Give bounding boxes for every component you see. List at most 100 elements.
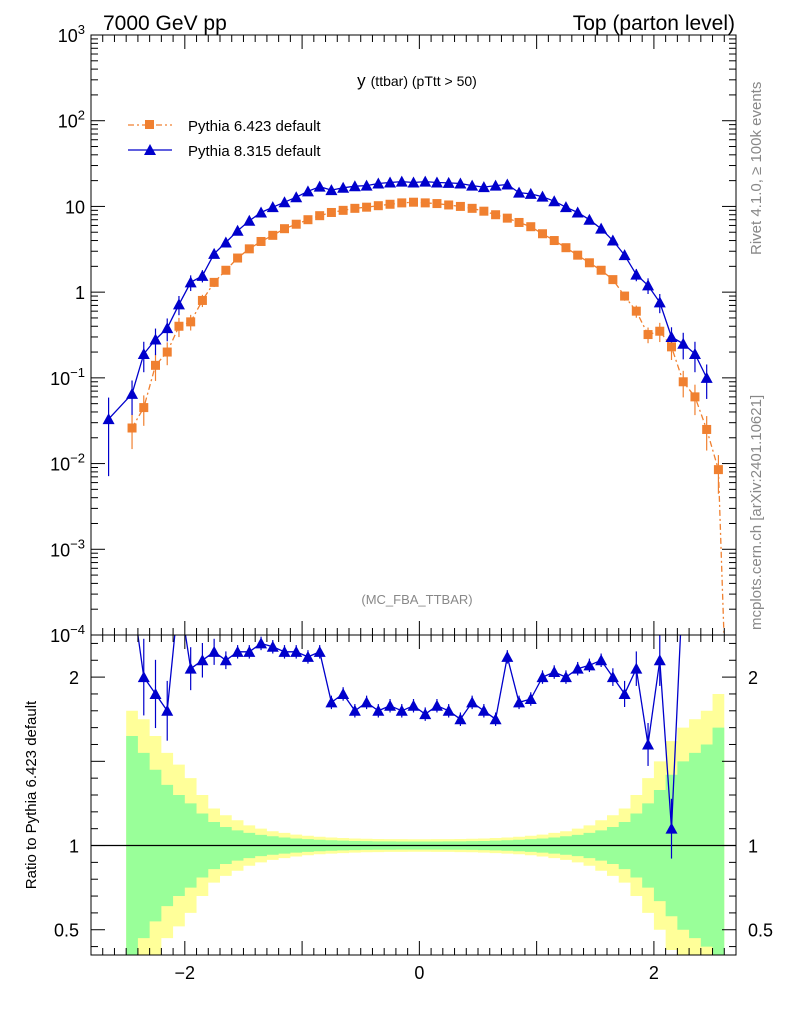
ratio-point bbox=[665, 822, 678, 834]
ratio-point bbox=[348, 704, 361, 716]
ratio-point bbox=[407, 699, 420, 711]
point-pythia6 bbox=[491, 210, 501, 220]
main-axis-ticks: 10−4 10−3 10−2 10−1 1 10 102 103 bbox=[50, 22, 737, 646]
point-pythia6 bbox=[385, 199, 395, 209]
point-pythia8 bbox=[618, 249, 631, 261]
ratio-xtick-label: 0 bbox=[414, 963, 424, 983]
point-pythia6 bbox=[209, 277, 219, 287]
ratio-point bbox=[548, 666, 561, 678]
ytick-label: 10−1 bbox=[50, 365, 85, 389]
point-pythia6 bbox=[268, 230, 278, 240]
point-pythia8 bbox=[571, 206, 584, 218]
main-title-sub: (ttbar) (pTtt > 50) bbox=[371, 73, 477, 89]
point-pythia8 bbox=[595, 222, 608, 234]
point-pythia8 bbox=[477, 181, 490, 193]
point-pythia8 bbox=[501, 178, 514, 190]
point-pythia6 bbox=[127, 423, 137, 433]
legend-label-pythia8: Pythia 8.315 default bbox=[188, 143, 321, 160]
ratio-point bbox=[606, 671, 619, 683]
point-pythia6 bbox=[608, 275, 618, 285]
point-pythia6 bbox=[197, 295, 207, 305]
point-pythia8 bbox=[208, 247, 221, 259]
point-pythia8 bbox=[700, 371, 713, 383]
point-pythia8 bbox=[184, 276, 197, 288]
point-pythia8 bbox=[196, 269, 209, 281]
point-pythia6 bbox=[315, 211, 325, 221]
ratio-plot-area bbox=[91, 570, 736, 955]
point-pythia6 bbox=[561, 243, 571, 253]
point-pythia6 bbox=[373, 201, 383, 211]
point-pythia6 bbox=[549, 236, 559, 246]
point-pythia6 bbox=[162, 347, 172, 357]
point-pythia6 bbox=[151, 360, 160, 370]
point-pythia8 bbox=[278, 196, 291, 208]
point-pythia6 bbox=[514, 217, 524, 227]
point-pythia8 bbox=[137, 347, 150, 359]
ratio-xtick-label: 2 bbox=[649, 963, 659, 983]
point-pythia6 bbox=[420, 198, 430, 208]
ratio-ytick-label-left: 2 bbox=[69, 668, 79, 688]
point-pythia8 bbox=[337, 181, 350, 193]
point-pythia8 bbox=[559, 201, 572, 213]
ratio-point bbox=[266, 640, 279, 652]
point-pythia8 bbox=[266, 201, 279, 213]
ratio-point bbox=[618, 687, 631, 699]
point-pythia8 bbox=[548, 195, 561, 207]
ratio-point bbox=[337, 687, 350, 699]
point-pythia6 bbox=[526, 222, 536, 232]
legend-label-pythia6: Pythia 6.423 default bbox=[188, 118, 321, 135]
ratio-ytick-label-left: 1 bbox=[69, 837, 79, 857]
legend-marker-pythia6 bbox=[145, 120, 154, 129]
uncertainty-band-yellow bbox=[126, 693, 725, 955]
point-pythia6 bbox=[397, 198, 407, 208]
header-right: Top (parton level) bbox=[573, 12, 735, 35]
point-pythia8 bbox=[360, 179, 373, 191]
point-pythia6 bbox=[667, 342, 676, 352]
point-pythia8 bbox=[665, 330, 678, 342]
point-pythia8 bbox=[219, 236, 232, 248]
ratio-point bbox=[430, 699, 443, 711]
point-pythia8 bbox=[630, 268, 643, 280]
ratio-point bbox=[419, 708, 432, 720]
point-pythia8 bbox=[172, 298, 185, 310]
ratio-point bbox=[231, 645, 244, 657]
point-pythia6 bbox=[702, 424, 712, 434]
point-pythia8 bbox=[325, 184, 338, 196]
ratio-point bbox=[677, 570, 689, 581]
ratio-point bbox=[513, 696, 526, 708]
ratio-point bbox=[278, 645, 291, 657]
point-pythia6 bbox=[713, 465, 723, 475]
point-pythia6 bbox=[573, 250, 583, 260]
point-pythia8 bbox=[642, 279, 655, 291]
point-pythia8 bbox=[536, 190, 549, 202]
ratio-point bbox=[653, 654, 666, 666]
point-pythia6 bbox=[362, 202, 372, 212]
point-pythia8 bbox=[243, 214, 256, 226]
legend-marker-pythia8 bbox=[144, 144, 156, 155]
ratio-point bbox=[630, 662, 643, 674]
point-pythia8 bbox=[442, 176, 455, 188]
ratio-point bbox=[161, 704, 174, 716]
ytick-label: 103 bbox=[58, 22, 85, 46]
ratio-point bbox=[395, 704, 408, 716]
point-pythia8 bbox=[395, 175, 408, 187]
ratio-ylabel: Ratio to Pythia 6.423 default bbox=[23, 700, 40, 889]
point-pythia6 bbox=[467, 203, 477, 213]
point-pythia8 bbox=[583, 213, 596, 225]
ratio-point bbox=[477, 704, 490, 716]
uncertainty-band-green bbox=[126, 727, 725, 955]
point-pythia6 bbox=[233, 253, 243, 263]
point-pythia6 bbox=[303, 215, 313, 225]
point-pythia6 bbox=[280, 224, 289, 234]
ratio-point bbox=[642, 738, 655, 750]
point-pythia6 bbox=[584, 258, 594, 268]
rivet-label: Rivet 4.1.0, ≥ 100k events bbox=[748, 82, 765, 255]
ratio-point bbox=[501, 650, 514, 662]
point-pythia6 bbox=[326, 207, 336, 217]
ratio-point bbox=[196, 654, 209, 666]
point-pythia6 bbox=[455, 201, 465, 211]
ratio-point bbox=[489, 713, 502, 725]
point-pythia6 bbox=[291, 219, 301, 229]
point-pythia6 bbox=[479, 206, 489, 216]
ratio-ytick-label-right: 1 bbox=[748, 837, 758, 857]
